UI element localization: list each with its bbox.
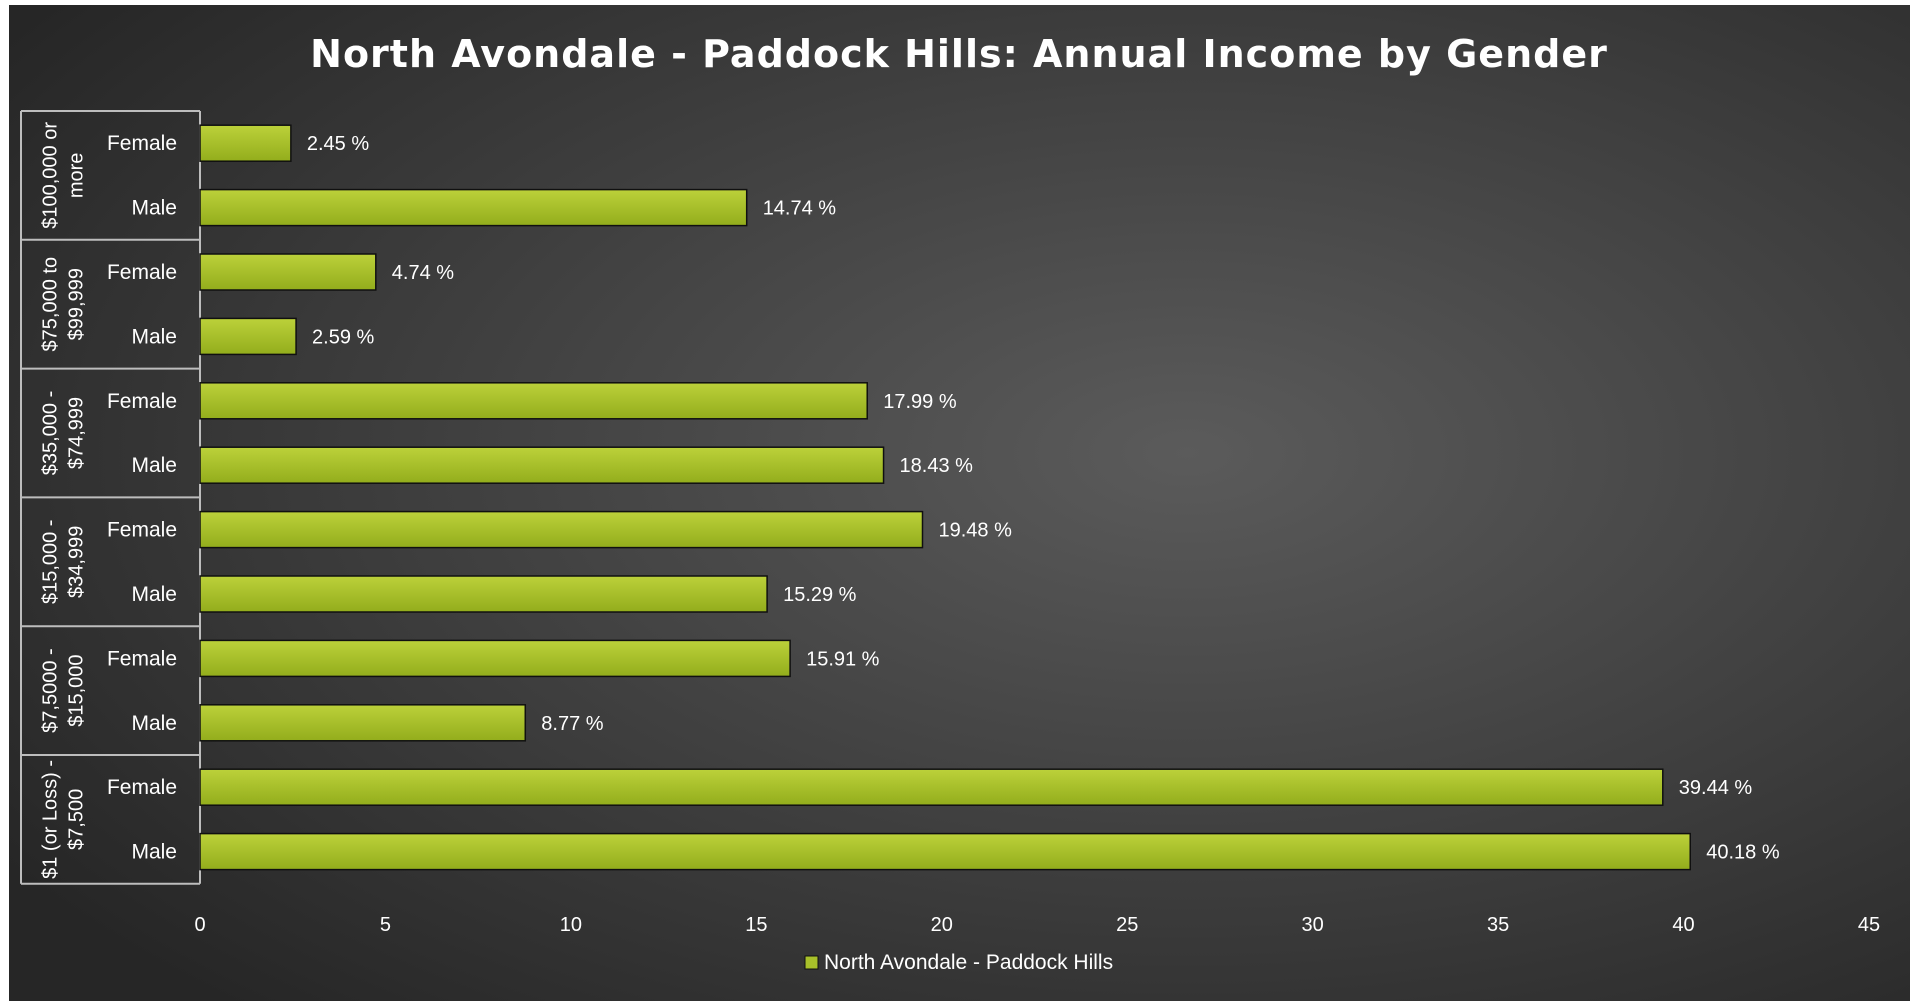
bar (199, 832, 1691, 871)
group-label-line: $1 (or Loss) - (40, 760, 62, 879)
group-label: $35,000 - $74,999 (40, 391, 88, 476)
group-label: $100,000 or more (40, 122, 88, 229)
labels-layer: $100,000 or more Female 2.45 % Male 14.74 % $7… (40, 122, 1780, 879)
category-label: Male (131, 325, 177, 348)
x-tick-label: 15 (745, 914, 767, 936)
category-label: Female (107, 261, 177, 284)
bar (199, 253, 377, 291)
group-label-line: $7,500 (66, 789, 88, 850)
data-label: 4.74 % (392, 262, 454, 284)
x-tick-label: 35 (1487, 914, 1509, 936)
category-label: Female (107, 519, 177, 542)
category-label: Female (107, 132, 177, 155)
x-tick-label: 0 (194, 914, 205, 936)
legend-entry: North Avondale - Paddock Hills (824, 951, 1113, 974)
x-tick-label: 20 (931, 914, 953, 936)
group-label: $75,000 to $99,999 (40, 257, 88, 352)
category-label: Male (131, 841, 177, 864)
group-label-line: $99,999 (66, 268, 88, 340)
group-label: $1 (or Loss) - $7,500 (40, 760, 88, 879)
category-label: Male (131, 583, 177, 606)
group-label-line: $7,5000 - (40, 648, 62, 733)
bar (199, 704, 527, 742)
category-label: Female (107, 647, 177, 670)
x-tick-label: 10 (560, 914, 582, 936)
data-label: 19.48 % (938, 520, 1012, 542)
bar (199, 446, 885, 484)
bar (199, 188, 748, 227)
legend: North Avondale - Paddock Hills (804, 951, 1113, 974)
bar (199, 768, 1664, 806)
bar (199, 382, 868, 420)
group-label-line: $34,999 (66, 526, 88, 598)
group-label: $15,000 - $34,999 (40, 520, 88, 605)
category-label: Female (107, 390, 177, 413)
x-tick-label: 5 (380, 914, 391, 936)
bar (199, 124, 292, 162)
category-label: Female (107, 776, 177, 799)
x-tick-label: 45 (1858, 914, 1880, 936)
group-label: $7,5000 - $15,000 (40, 648, 88, 733)
data-label: 8.77 % (541, 713, 603, 735)
group-label-line: $100,000 or (40, 122, 62, 229)
data-label: 14.74 % (763, 198, 837, 220)
axis-layer: 0 5 10 15 20 25 30 35 40 45 (20, 110, 1880, 936)
group-label-line: $74,999 (66, 397, 88, 469)
data-label: 15.29 % (783, 584, 857, 606)
x-tick-label: 40 (1672, 914, 1694, 936)
data-label: 15.91 % (806, 648, 880, 670)
group-label-line: $15,000 (66, 654, 88, 726)
legend-swatch (804, 955, 819, 970)
category-label: Male (131, 197, 177, 220)
bar (199, 639, 791, 678)
data-label: 17.99 % (883, 391, 957, 413)
chart-title: North Avondale - Paddock Hills: Annual I… (310, 32, 1608, 76)
category-label: Male (131, 454, 177, 477)
category-label: Male (131, 712, 177, 735)
bar (199, 317, 297, 356)
x-tick-label: 30 (1302, 914, 1324, 936)
group-label-line: $15,000 - (40, 520, 62, 605)
bar-chart: North Avondale - Paddock Hills: Annual I… (9, 5, 1910, 1001)
group-label-line: $35,000 - (40, 391, 62, 476)
group-label-line: more (66, 153, 88, 199)
x-tick-label: 25 (1116, 914, 1138, 936)
bars-layer (199, 124, 1691, 871)
group-label-line: $75,000 to (40, 257, 62, 352)
bar (199, 575, 768, 613)
data-label: 18.43 % (900, 455, 974, 477)
data-label: 2.45 % (307, 133, 369, 155)
chart-container: North Avondale - Paddock Hills: Annual I… (9, 5, 1910, 1001)
data-label: 39.44 % (1679, 777, 1753, 799)
data-label: 40.18 % (1706, 842, 1780, 864)
bar (199, 510, 924, 549)
data-label: 2.59 % (312, 326, 374, 348)
